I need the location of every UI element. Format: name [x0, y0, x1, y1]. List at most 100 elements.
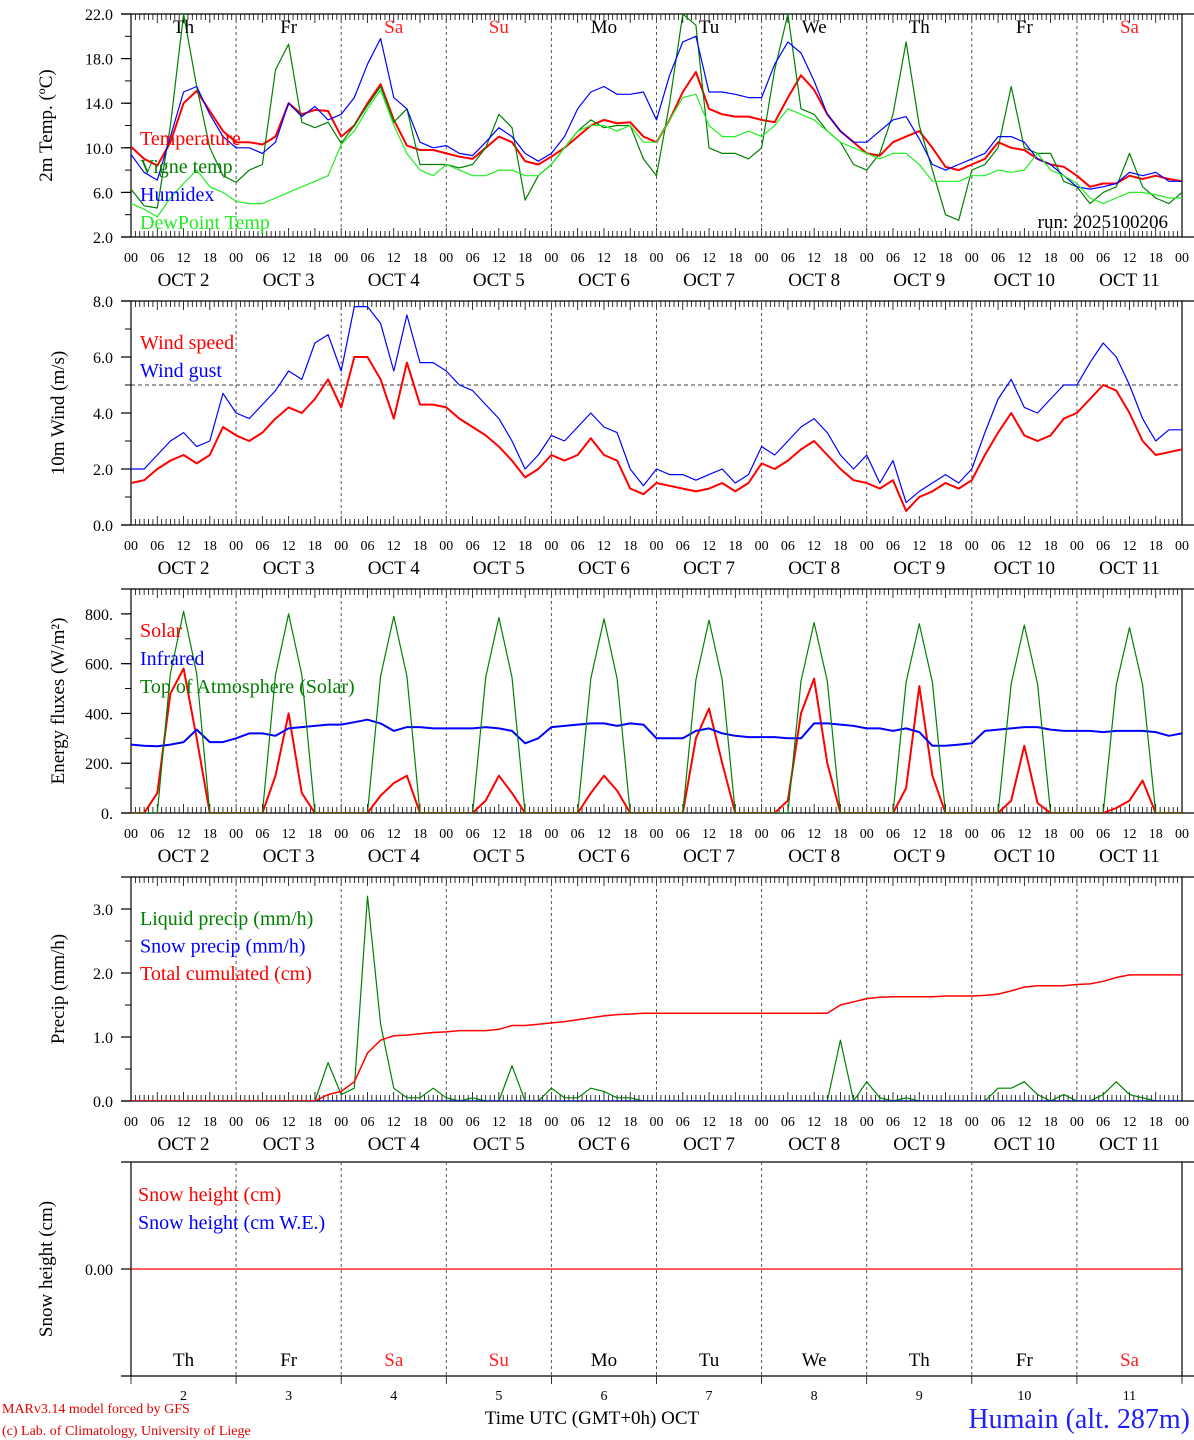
y-tick-label: 4.0 — [93, 406, 113, 423]
hour-label: 18 — [623, 539, 637, 554]
hour-label: 12 — [912, 1115, 926, 1130]
date-label: OCT 8 — [788, 270, 840, 291]
y-tick-label: 18.0 — [85, 52, 113, 69]
hour-label: 06 — [1096, 539, 1110, 554]
weekday-label-bottom: Tu — [699, 1350, 720, 1371]
date-label: OCT 7 — [683, 846, 735, 867]
hour-label: 12 — [492, 251, 506, 266]
hour-label: 18 — [518, 1115, 532, 1130]
hour-label: 06 — [255, 539, 269, 554]
date-label: OCT 7 — [683, 1134, 735, 1155]
series-line-humidex — [131, 35, 1182, 190]
hour-label: 12 — [702, 1115, 716, 1130]
legend-entry: Infrared — [140, 648, 204, 670]
legend-entry: Liquid precip (mm/h) — [140, 908, 313, 930]
hour-label: 00 — [439, 539, 453, 554]
hour-label: 12 — [1017, 827, 1031, 842]
hour-label: 00 — [650, 1115, 664, 1130]
hour-label: 06 — [886, 539, 900, 554]
hour-label: 06 — [360, 827, 374, 842]
hour-label: 06 — [466, 1115, 480, 1130]
y-tick-label: 600. — [85, 657, 113, 674]
date-label: OCT 10 — [994, 558, 1055, 579]
date-label: OCT 4 — [368, 558, 420, 579]
hour-label: 06 — [991, 1115, 1005, 1130]
legend-entry: Snow height (cm) — [138, 1184, 281, 1206]
hour-label: 00 — [650, 539, 664, 554]
hour-label: 06 — [466, 827, 480, 842]
hour-label: 18 — [308, 539, 322, 554]
hour-label: 06 — [150, 539, 164, 554]
hour-label: 18 — [833, 1115, 847, 1130]
hour-label: 00 — [860, 827, 874, 842]
weekday-label-top: We — [802, 17, 827, 38]
y-tick-label: 200. — [85, 756, 113, 773]
hour-label: 18 — [1044, 251, 1058, 266]
hour-label: 00 — [124, 1115, 138, 1130]
hour-label: 12 — [282, 1115, 296, 1130]
legend-entry: DewPoint Temp — [140, 212, 270, 234]
hour-label: 00 — [1175, 827, 1189, 842]
hour-label: 18 — [203, 539, 217, 554]
hour-label: 12 — [177, 1115, 191, 1130]
date-label: OCT 6 — [578, 270, 630, 291]
weekday-label-top: Mo — [591, 17, 617, 38]
y-tick-label: 0.00 — [85, 1262, 113, 1279]
hour-label: 18 — [728, 251, 742, 266]
hour-label: 06 — [466, 539, 480, 554]
series-line-liquid-precip-mm-h- — [131, 895, 1182, 1101]
hour-label: 06 — [466, 251, 480, 266]
hour-label: 12 — [807, 1115, 821, 1130]
legend-entry: Snow height (cm W.E.) — [138, 1212, 325, 1234]
series-line-vigne-temp — [131, 14, 1182, 221]
date-label: OCT 10 — [994, 1134, 1055, 1155]
weekday-label-bottom: Th — [909, 1350, 931, 1371]
date-label: OCT 4 — [368, 846, 420, 867]
hour-label: 18 — [308, 827, 322, 842]
y-axis-title: Snow height (cm) — [36, 1201, 57, 1337]
hour-label: 18 — [728, 1115, 742, 1130]
y-tick-label: 1.0 — [93, 1030, 113, 1047]
weekday-label-top: Fr — [280, 17, 298, 38]
panel-3: 800. 600. 400. 200. 0. Energy fluxes (W/m²) So… — [48, 588, 1194, 867]
hour-label: 06 — [360, 539, 374, 554]
date-label: OCT 5 — [473, 846, 525, 867]
date-label: OCT 9 — [893, 1134, 945, 1155]
date-label: OCT 2 — [158, 558, 210, 579]
hour-label: 18 — [308, 251, 322, 266]
date-label: OCT 9 — [893, 270, 945, 291]
hour-label: 12 — [702, 827, 716, 842]
date-label: OCT 11 — [1099, 1134, 1160, 1155]
hour-label: 06 — [571, 251, 585, 266]
weekday-label-top: Su — [489, 17, 510, 38]
y-tick-label: 0.0 — [93, 1094, 113, 1111]
panel-2: 8.0 6.0 4.0 2.0 0.0 10m Wind (m/s) Wind speed W… — [48, 294, 1194, 579]
hour-label: 00 — [1175, 539, 1189, 554]
hour-label: 06 — [991, 251, 1005, 266]
hour-label: 00 — [229, 1115, 243, 1130]
weekday-label-bottom: Fr — [1016, 1350, 1034, 1371]
hour-label: 06 — [781, 251, 795, 266]
y-tick-label: 800. — [85, 607, 113, 624]
hour-label: 12 — [387, 539, 401, 554]
series-line-top-of-atmosphere-solar- — [131, 610, 1182, 813]
hour-label: 18 — [203, 1115, 217, 1130]
hour-label: 06 — [571, 539, 585, 554]
y-axis-title: 10m Wind (m/s) — [48, 351, 69, 476]
hour-label: 00 — [1175, 251, 1189, 266]
date-label: OCT 8 — [788, 1134, 840, 1155]
hour-label: 06 — [781, 1115, 795, 1130]
hour-label: 00 — [124, 251, 138, 266]
date-label: OCT 6 — [578, 558, 630, 579]
hour-label: 06 — [781, 539, 795, 554]
hour-label: 18 — [833, 539, 847, 554]
legend-entry: Solar — [140, 620, 183, 642]
hour-label: 18 — [203, 827, 217, 842]
hour-label: 06 — [255, 1115, 269, 1130]
y-tick-label: 8.0 — [93, 294, 113, 311]
date-label: OCT 10 — [994, 270, 1055, 291]
hour-label: 00 — [860, 251, 874, 266]
hour-label: 00 — [124, 827, 138, 842]
hour-label: 00 — [755, 1115, 769, 1130]
model-credit: MARv3.14 model forced by GFS — [2, 1402, 190, 1417]
